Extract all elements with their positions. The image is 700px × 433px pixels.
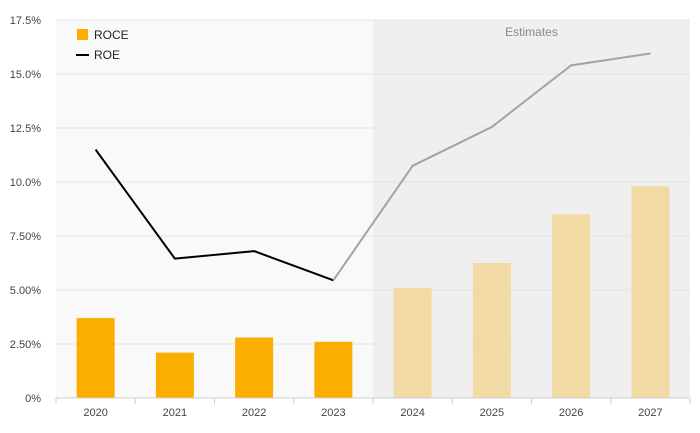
x-tick-label: 2020 [83, 407, 107, 419]
roe-line-actual [94, 149, 334, 282]
estimates-label: Estimates [505, 25, 558, 39]
legend: ROCE ROE [76, 28, 129, 62]
y-tick-label: 10.0% [10, 177, 41, 189]
roe-line-estimate [332, 52, 651, 281]
legend-roce-swatch [77, 29, 88, 40]
x-tick-label: 2027 [638, 407, 662, 419]
x-tick-label: 2026 [559, 407, 583, 419]
x-tick-label: 2022 [242, 407, 266, 419]
y-tick-labels: 0% 2.50% 5.00% 7.50% 10.0% 12.5% 15.0% 17.5% [10, 15, 41, 405]
y-tick-label: 5.00% [10, 285, 41, 297]
y-tick-label: 0% [25, 393, 41, 405]
roe-lines [94, 52, 651, 282]
bar-roce-2027 [631, 186, 670, 398]
x-tick-label: 2024 [400, 407, 424, 419]
y-tick-label: 7.50% [10, 231, 41, 243]
bar-roce-2025 [472, 263, 511, 398]
legend-roe-label: ROE [94, 48, 120, 62]
legend-roce-label: ROCE [94, 28, 129, 42]
y-tick-label: 12.5% [10, 123, 41, 135]
bars [76, 186, 670, 398]
x-ticks: 2020 2021 2022 2023 2024 2025 2026 2027 [55, 398, 691, 419]
y-tick-label: 15.0% [10, 69, 41, 81]
x-tick-label: 2025 [480, 407, 504, 419]
y-tick-label: 17.5% [10, 15, 41, 27]
bar-roce-2022 [235, 337, 274, 398]
x-tick-label: 2021 [163, 407, 187, 419]
bar-roce-2024 [393, 287, 432, 398]
bar-roce-2026 [552, 214, 591, 398]
x-tick-label: 2023 [321, 407, 345, 419]
bar-roce-2020 [76, 318, 115, 398]
y-tick-label: 2.50% [10, 339, 41, 351]
bar-roce-2021 [155, 352, 194, 398]
bar-roce-2023 [314, 341, 353, 398]
